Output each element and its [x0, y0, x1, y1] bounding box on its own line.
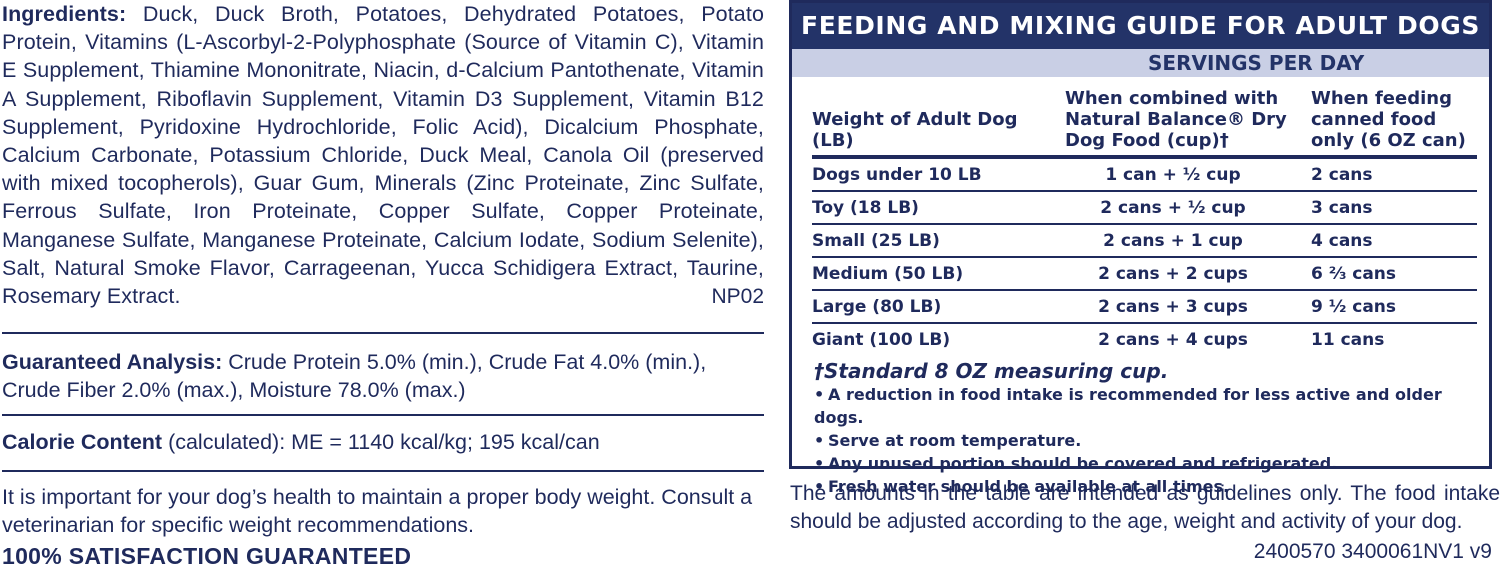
ingredients-label: Ingredients:: [2, 2, 127, 26]
header-canned: When feeding canned food only (6 OZ can): [1311, 88, 1466, 151]
ingredients-code: NP02: [711, 285, 764, 309]
row-canned: 4 cans: [1311, 230, 1373, 251]
ingredients-text: Duck, Duck Broth, Potatoes, Dehydrated P…: [2, 2, 764, 309]
row-combined: 2 cans + 3 cups: [1098, 296, 1248, 317]
row-combined: 2 cans + 1 cup: [1103, 230, 1243, 251]
table-header: Weight of Adult Dog (LB) When combined w…: [812, 77, 1477, 159]
table-row: Dogs under 10 LB 1 can + ½ cup 2 cans: [812, 159, 1477, 192]
header-weight: Weight of Adult Dog (LB): [812, 109, 1018, 151]
bullet-list: • A reduction in food intake is recommend…: [814, 383, 1489, 498]
analysis-text: Crude Protein 5.0% (min.), Crude Fat 4.0…: [2, 350, 707, 403]
satisfaction-guarantee: 100% SATISFACTION GUARANTEED: [2, 543, 412, 570]
table-body: Dogs under 10 LB 1 can + ½ cup 2 cans Toy (…: [812, 159, 1477, 355]
calorie-label: Calorie Content: [2, 430, 163, 455]
table-row: Giant (100 LB) 2 cans + 4 cups 11 cans: [812, 324, 1477, 355]
row-combined: 2 cans + ½ cup: [1100, 197, 1246, 218]
divider: [2, 470, 764, 473]
feeding-table: Weight of Adult Dog (LB) When combined w…: [812, 77, 1477, 355]
bullet-item: • Any unused portion should be covered an…: [814, 452, 1489, 475]
footnotes: †Standard 8 OZ measuring cup. • A reducti…: [814, 359, 1489, 498]
analysis-label: Guaranteed Analysis:: [2, 350, 223, 375]
bullet-text: Serve at room temperature.: [828, 431, 1082, 450]
row-canned: 11 cans: [1311, 329, 1385, 350]
guideline-note: The amounts in the table are intended as…: [790, 482, 1500, 533]
ingredients-paragraph: Ingredients: Duck, Duck Broth, Potatoes,…: [2, 0, 764, 310]
bullet-dot-icon: •: [814, 431, 825, 450]
row-weight: Large (80 LB): [812, 296, 942, 317]
bullet-dot-icon: •: [814, 454, 825, 473]
row-canned: 2 cans: [1311, 164, 1373, 185]
divider: [2, 414, 764, 417]
table-row: Toy (18 LB) 2 cans + ½ cup 3 cans: [812, 192, 1477, 225]
row-combined: 2 cans + 4 cups: [1098, 329, 1248, 350]
row-combined: 1 can + ½ cup: [1105, 164, 1241, 185]
row-weight: Small (25 LB): [812, 230, 940, 251]
bullet-dot-icon: •: [814, 385, 825, 404]
bullet-dot-icon: •: [814, 477, 825, 496]
bullet-item: • A reduction in food intake is recommend…: [814, 383, 1489, 429]
table-row: Small (25 LB) 2 cans + 1 cup 4 cans: [812, 225, 1477, 258]
product-code: 2400570 3400061NV1 v9: [1253, 540, 1492, 563]
row-weight: Giant (100 LB): [812, 329, 951, 350]
cup-footnote: †Standard 8 OZ measuring cup.: [814, 359, 1169, 383]
row-weight: Dogs under 10 LB: [812, 164, 982, 185]
row-canned: 6 ⅔ cans: [1311, 263, 1397, 284]
header-combined: When combined with Natural Balance® Dry …: [1065, 88, 1287, 151]
bullet-text: Fresh water should be available at all t…: [828, 477, 1230, 496]
bullet-text: Any unused portion should be covered and…: [828, 454, 1338, 473]
guide-title: FEEDING AND MIXING GUIDE FOR ADULT DOGS: [792, 3, 1489, 49]
feeding-guide-box: FEEDING AND MIXING GUIDE FOR ADULT DOGS …: [789, 0, 1492, 496]
row-canned: 9 ½ cans: [1311, 296, 1397, 317]
row-weight: Toy (18 LB): [812, 197, 919, 218]
weight-note: It is important for your dog’s health to…: [2, 485, 753, 537]
table-row: Large (80 LB) 2 cans + 3 cups 9 ½ cans: [812, 291, 1477, 324]
bullet-text: A reduction in food intake is recommende…: [814, 385, 1442, 427]
calorie-content: Calorie Content (calculated): ME = 1140 …: [2, 428, 764, 456]
row-canned: 3 cans: [1311, 197, 1373, 218]
table-row: Medium (50 LB) 2 cans + 2 cups 6 ⅔ cans: [812, 258, 1477, 291]
guaranteed-analysis: Guaranteed Analysis: Crude Protein 5.0% …: [2, 348, 764, 404]
servings-header: SERVINGS PER DAY: [792, 49, 1489, 77]
row-weight: Medium (50 LB): [812, 263, 964, 284]
calorie-text: (calculated): ME = 1140 kcal/kg; 195 kca…: [168, 430, 600, 455]
bullet-item: • Serve at room temperature.: [814, 429, 1489, 452]
bullet-item: • Fresh water should be available at all …: [814, 475, 1489, 498]
row-combined: 2 cans + 2 cups: [1098, 263, 1248, 284]
left-column: Ingredients: Duck, Duck Broth, Potatoes,…: [2, 0, 764, 570]
divider: [2, 332, 764, 335]
